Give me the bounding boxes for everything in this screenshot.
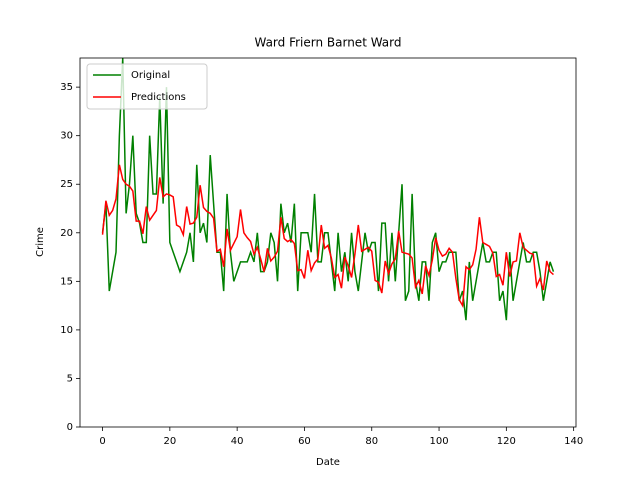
y-tick-label: 35: [60, 82, 73, 93]
x-tick-label: 120: [497, 436, 516, 447]
line-series: [101, 57, 555, 321]
y-tick-label: 0: [67, 422, 73, 433]
y-tick-label: 30: [60, 131, 73, 142]
x-tick-label: 0: [99, 436, 105, 447]
y-tick-label: 25: [60, 179, 73, 190]
x-tick-label: 60: [298, 436, 311, 447]
x-axis-label: Date: [316, 457, 340, 468]
line-series: [101, 164, 554, 309]
plot-frame: [79, 57, 577, 428]
y-axis-label: Crime: [35, 227, 46, 257]
legend-label: Original: [131, 70, 170, 81]
x-tick-label: 80: [365, 436, 378, 447]
y-tick-label: 10: [60, 325, 73, 336]
x-tick-label: 20: [163, 436, 176, 447]
y-tick-label: 5: [67, 373, 73, 384]
y-tick-label: 15: [60, 276, 73, 287]
y-tick-label: 20: [60, 228, 73, 239]
chart-title: Ward Friern Barnet Ward: [254, 36, 401, 50]
x-tick-label: 140: [564, 436, 583, 447]
x-tick-label: 100: [429, 436, 448, 447]
legend-label: Predictions: [131, 92, 186, 103]
x-tick-label: 40: [231, 436, 244, 447]
